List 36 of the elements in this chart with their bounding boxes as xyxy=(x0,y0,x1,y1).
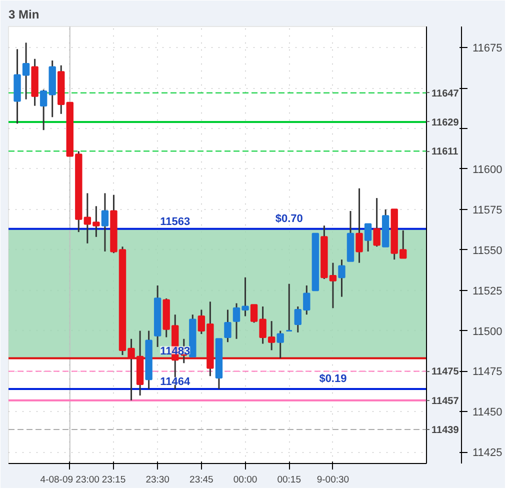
chart-title: 3 Min xyxy=(8,8,40,22)
ref-line-label: 11439 xyxy=(432,425,460,436)
candlestick xyxy=(101,192,109,252)
x-tick-label: 00:15 xyxy=(277,474,302,486)
x-tick-label: 00:00 xyxy=(233,474,258,486)
candlestick xyxy=(276,330,284,360)
candlestick xyxy=(286,283,293,332)
y-tick-label: 11500 xyxy=(472,326,502,338)
annotation: $0.70 xyxy=(275,212,303,225)
annotation: 11563 xyxy=(160,216,190,228)
x-tick-label: 23:45 xyxy=(190,474,214,486)
candlestick xyxy=(338,258,346,298)
candlestick xyxy=(356,188,363,264)
y-tick-label: 11600 xyxy=(472,164,502,176)
y-tick-label: 11550 xyxy=(472,244,502,257)
candlestick xyxy=(373,197,380,248)
y-tick-label: 11450 xyxy=(472,406,502,419)
ref-line-label: 11629 xyxy=(432,117,460,128)
x-tick-label: 4-08-09 23:00 xyxy=(40,474,100,486)
y-tick-label: 11575 xyxy=(472,204,502,216)
x-tick-label: 23:30 xyxy=(146,474,170,486)
ref-line-label: 11457 xyxy=(432,396,460,407)
candlestick xyxy=(364,223,372,252)
y-tick-label: 11475 xyxy=(472,366,502,378)
annotation: 11483 xyxy=(160,345,190,358)
ref-line-label: 11647 xyxy=(432,88,460,100)
y-tick-label: 11675 xyxy=(472,42,502,55)
candlestick xyxy=(224,308,232,343)
ref-line-label: 11475 xyxy=(432,366,460,378)
annotation: 11464 xyxy=(160,376,191,388)
ref-line-label: 11611 xyxy=(432,146,459,158)
annotation: $0.19 xyxy=(319,373,347,386)
x-tick-label: 23:15 xyxy=(102,474,126,486)
y-tick-label: 11525 xyxy=(472,285,502,298)
x-tick-label: 9-00:30 xyxy=(316,474,350,486)
y-tick-label: 11425 xyxy=(472,447,502,460)
